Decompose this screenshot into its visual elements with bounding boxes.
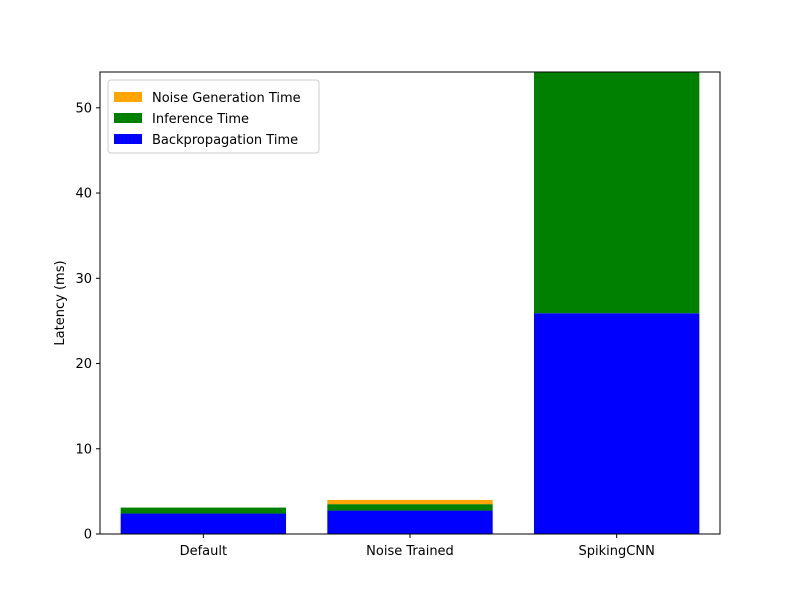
bar-spikingcnn-backpropagation-time [534, 313, 700, 534]
legend-label-backpropagation-time: Backpropagation Time [152, 133, 298, 148]
y-tick-label: 20 [75, 357, 92, 372]
legend-swatch-noise-generation-time [114, 92, 142, 102]
y-tick-label: 40 [75, 187, 92, 202]
x-tick-label-noise-trained: Noise Trained [366, 544, 454, 559]
x-tick-label-spikingcnn: SpikingCNN [579, 544, 655, 559]
y-tick-label: 50 [75, 101, 92, 116]
legend-swatch-inference-time [114, 113, 142, 123]
legend: Noise Generation Time Inference Time Backp… [107, 79, 320, 154]
legend-label-inference-time: Inference Time [152, 112, 249, 127]
legend-swatch-backpropagation-time [114, 134, 142, 144]
legend-box [107, 79, 320, 154]
bar-default-inference-time [120, 507, 287, 514]
y-ticks: 0 10 20 30 40 50 [75, 101, 100, 543]
bar-default-backpropagation-time [120, 513, 287, 534]
bar-noise-trained-noise-generation-time [327, 499, 493, 505]
legend-label-noise-generation-time: Noise Generation Time [152, 91, 301, 106]
bar-noise-trained-inference-time [327, 504, 493, 511]
x-ticks: Default Noise Trained SpikingCNN [180, 534, 655, 559]
y-tick-label: 30 [75, 272, 92, 287]
y-tick-label: 0 [84, 528, 92, 543]
bar-spikingcnn-inference-time [534, 72, 700, 314]
bars-group [120, 72, 700, 534]
y-tick-label: 10 [75, 442, 92, 457]
bar-noise-trained-backpropagation-time [327, 510, 493, 534]
y-axis-label: Latency (ms) [53, 260, 68, 345]
x-tick-label-default: Default [180, 544, 228, 559]
